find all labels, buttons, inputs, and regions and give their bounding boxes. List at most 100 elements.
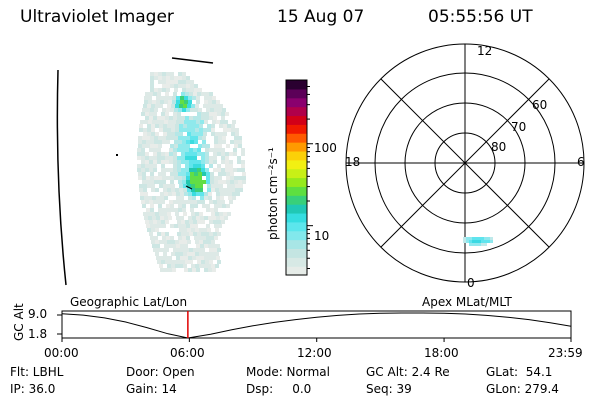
aurora-pixel xyxy=(211,124,215,128)
aurora-pixel xyxy=(181,160,185,164)
aurora-pixel xyxy=(198,88,202,92)
aurora-pixel xyxy=(160,268,164,272)
aurora-pixel xyxy=(212,216,216,220)
polar-aurora-pixel xyxy=(469,243,472,246)
aurora-pixel xyxy=(170,108,174,112)
aurora-pixel xyxy=(165,160,169,164)
aurora-pixel xyxy=(207,188,211,192)
aurora-pixel xyxy=(182,180,186,184)
aurora-pixel xyxy=(185,200,189,204)
aurora-pixel xyxy=(188,100,192,104)
aurora-pixel xyxy=(214,140,218,144)
aurora-pixel xyxy=(223,124,227,128)
aurora-pixel xyxy=(197,220,201,224)
aurora-pixel xyxy=(217,200,221,204)
aurora-pixel xyxy=(191,104,195,108)
aurora-pixel xyxy=(227,124,231,128)
polar-aurora-pixel xyxy=(484,243,487,246)
aurora-pixel xyxy=(157,152,161,156)
aurora-pixel xyxy=(152,100,156,104)
aurora-pixel xyxy=(235,132,239,136)
aurora-pixel xyxy=(197,116,201,120)
polar-aurora-pixel xyxy=(472,237,475,240)
aurora-pixel xyxy=(178,136,182,140)
aurora-pixel xyxy=(150,180,154,184)
aurora-pixel xyxy=(149,160,153,164)
aurora-pixel xyxy=(189,152,193,156)
aurora-pixel xyxy=(157,260,161,264)
aurora-pixel xyxy=(177,164,181,168)
aurora-pixel xyxy=(209,92,213,96)
aurora-pixel xyxy=(177,168,181,172)
aurora-pixel xyxy=(197,160,201,164)
aurora-pixel xyxy=(208,244,212,248)
aurora-pixel xyxy=(166,208,170,212)
orbit-timeline[interactable] xyxy=(57,310,572,342)
aurora-pixel xyxy=(190,176,194,180)
aurora-pixel xyxy=(214,180,218,184)
aurora-pixel xyxy=(225,160,229,164)
aurora-pixel xyxy=(149,200,153,204)
intensity-colorbar[interactable] xyxy=(285,79,313,276)
aurora-pixel xyxy=(165,168,169,172)
aurora-pixel xyxy=(190,140,194,144)
aurora-pixel xyxy=(170,84,174,88)
aurora-pixel xyxy=(190,180,194,184)
aurora-pixel xyxy=(197,164,201,168)
aurora-pixel xyxy=(197,168,201,172)
aurora-pixel xyxy=(168,100,172,104)
aurora-pixel xyxy=(156,96,160,100)
aurora-pixel xyxy=(158,176,162,180)
aurora-pixel xyxy=(230,180,234,184)
satellite-marker xyxy=(185,185,193,190)
aurora-pixel xyxy=(214,108,218,112)
aurora-pixel xyxy=(158,140,162,144)
sequence-value: Seq: 39 xyxy=(366,382,412,396)
aurora-pixel xyxy=(199,252,203,256)
aurora-pixel xyxy=(231,188,235,192)
aurora-pixel xyxy=(242,172,246,176)
aurora-pixel xyxy=(167,240,171,244)
aurora-pixel xyxy=(218,136,222,140)
aurora-pixel xyxy=(186,144,190,148)
aurora-pixel xyxy=(179,188,183,192)
aurora-pixel xyxy=(178,224,182,228)
aurora-pixel xyxy=(204,196,208,200)
aurora-pixel xyxy=(182,108,186,112)
aurora-pixel xyxy=(160,192,164,196)
aurora-pixel xyxy=(160,196,164,200)
aurora-pixel xyxy=(165,92,169,96)
aurora-pixel xyxy=(195,104,199,108)
aurora-pixel xyxy=(199,128,203,132)
aurora-pixel xyxy=(194,136,198,140)
aurora-pixel xyxy=(176,100,180,104)
aurora-pixel xyxy=(175,252,179,256)
aurora-pixel xyxy=(166,136,170,140)
aurora-pixel xyxy=(195,264,199,268)
aurora-pixel xyxy=(155,188,159,192)
aurora-pixel xyxy=(166,72,170,76)
aurora-pixel xyxy=(177,112,181,116)
aurora-pixel xyxy=(144,216,148,220)
aurora-pixel xyxy=(184,192,188,196)
mlt-label-6: 6 xyxy=(577,155,585,169)
aurora-pixel xyxy=(227,212,231,216)
aurora-pixel xyxy=(217,232,221,236)
aurora-pixel xyxy=(186,236,190,240)
aurora-pixel xyxy=(182,236,186,240)
aurora-pixel xyxy=(230,176,234,180)
aurora-pixel xyxy=(146,144,150,148)
aurora-pixel xyxy=(166,76,170,80)
aurora-pixel xyxy=(226,204,230,208)
app-title: Ultraviolet Imager xyxy=(20,7,174,27)
aurora-pixel xyxy=(201,168,205,172)
aurora-pixel xyxy=(199,228,203,232)
aurora-pixel xyxy=(179,228,183,232)
aurora-pixel xyxy=(193,164,197,168)
aurora-pixel xyxy=(196,120,200,124)
aurora-pixel xyxy=(203,252,207,256)
aurora-pixel xyxy=(159,184,163,188)
aurora-pixel xyxy=(168,216,172,220)
aurora-pixel xyxy=(185,164,189,168)
aurora-pixel xyxy=(193,148,197,152)
